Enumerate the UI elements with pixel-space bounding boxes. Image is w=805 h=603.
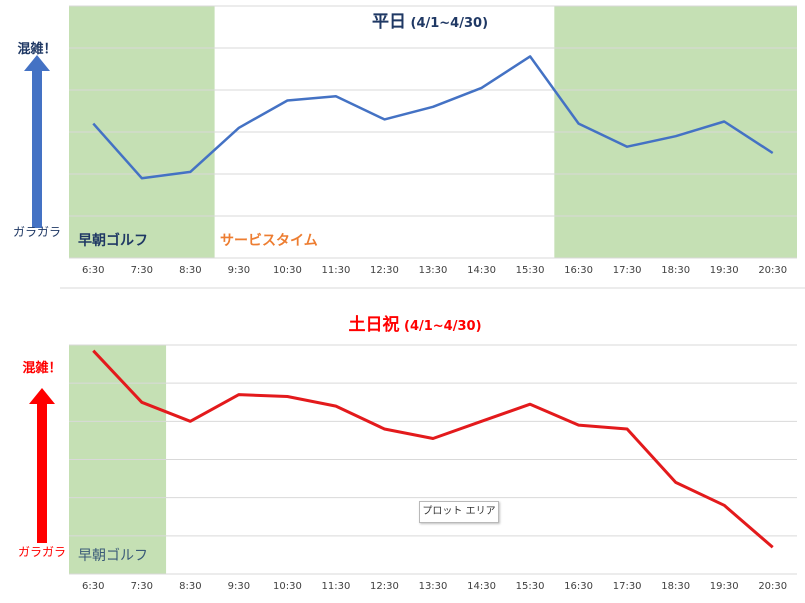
x-tick-label: 15:30: [516, 265, 545, 276]
label-empty: ガラガラ: [13, 225, 61, 239]
x-tick-label: 6:30: [82, 265, 104, 276]
congestion-arrow-head: [29, 388, 55, 404]
chart-title-main: 平日: [372, 12, 406, 32]
x-tick-label: 10:30: [273, 581, 302, 592]
x-tick-label: 11:30: [322, 265, 351, 276]
x-tick-label: 17:30: [613, 581, 642, 592]
x-tick-label: 12:30: [370, 581, 399, 592]
x-tick-label: 20:30: [758, 265, 787, 276]
congestion-arrow-shaft: [32, 69, 42, 228]
x-tick-label: 6:30: [82, 581, 104, 592]
x-tick-label: 19:30: [710, 265, 739, 276]
x-tick-label: 8:30: [179, 581, 201, 592]
congestion-arrow-head: [24, 55, 50, 71]
plot-area-tooltip: プロット エリア: [419, 501, 499, 523]
chart-title-main: 土日祝: [348, 314, 399, 335]
x-tick-label: 16:30: [564, 265, 593, 276]
shaded-region-label: 早朝ゴルフ: [78, 232, 148, 249]
chart-title-range: (4/1~4/30): [406, 16, 488, 31]
congestion-arrow-shaft: [37, 402, 47, 543]
x-tick-label: 20:30: [758, 581, 787, 592]
x-tick-label: 7:30: [131, 581, 153, 592]
x-tick-label: 17:30: [613, 265, 642, 276]
x-tick-label: 19:30: [710, 581, 739, 592]
x-tick-label: 9:30: [228, 581, 250, 592]
x-tick-label: 18:30: [661, 265, 690, 276]
x-tick-label: 14:30: [467, 581, 496, 592]
x-tick-label: 10:30: [273, 265, 302, 276]
x-tick-label: 12:30: [370, 265, 399, 276]
x-tick-label: 7:30: [131, 265, 153, 276]
label-crowded: 混雑！: [22, 360, 61, 376]
x-tick-label: 13:30: [419, 265, 448, 276]
x-tick-label: 16:30: [564, 581, 593, 592]
x-tick-label: 9:30: [228, 265, 250, 276]
x-tick-label: 8:30: [179, 265, 201, 276]
x-tick-label: 14:30: [467, 265, 496, 276]
label-crowded: 混雑！: [17, 41, 56, 57]
x-tick-label: 18:30: [661, 581, 690, 592]
chart-title: 平日 (4/1~4/30): [372, 12, 488, 32]
chart-title: 土日祝 (4/1~4/30): [348, 314, 481, 335]
x-tick-label: 15:30: [516, 581, 545, 592]
shaded-region-label: 早朝ゴルフ: [78, 547, 148, 564]
chart-title-range: (4/1~4/30): [399, 319, 481, 334]
x-tick-label: 13:30: [419, 581, 448, 592]
label-empty: ガラガラ: [18, 545, 66, 559]
band-label: サービスタイム: [220, 233, 318, 249]
x-tick-label: 11:30: [322, 581, 351, 592]
